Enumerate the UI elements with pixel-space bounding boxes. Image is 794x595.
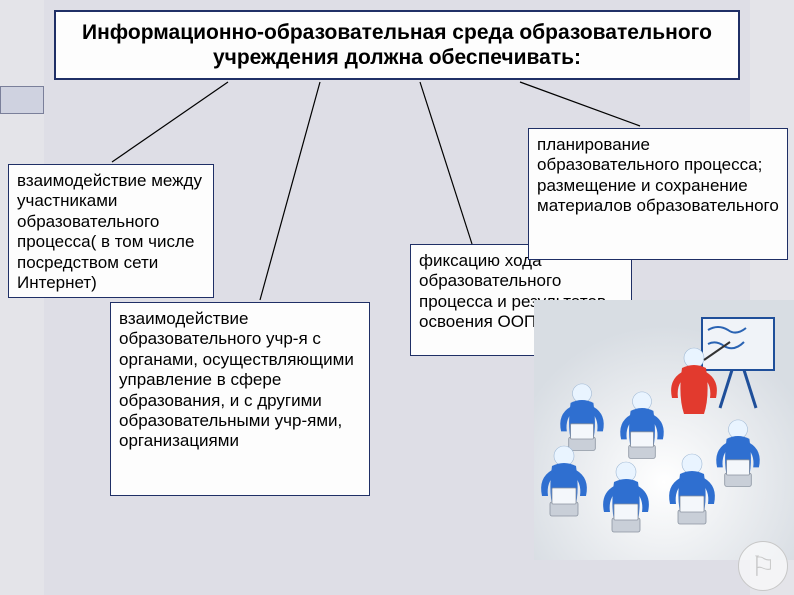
node-text: взаимодействие между участниками образов… bbox=[17, 171, 202, 292]
node-text: взаимодействие образовательного учр-я с … bbox=[119, 309, 354, 450]
node-text: планирование образовательного процесса; … bbox=[537, 135, 779, 215]
title-box: Информационно-образовательная среда обра… bbox=[54, 10, 740, 80]
watermark-icon: ⚐ bbox=[738, 541, 788, 591]
side-tab-decoration bbox=[0, 86, 44, 114]
title-text: Информационно-образовательная среда обра… bbox=[66, 20, 728, 70]
node-planning: планирование образовательного процесса; … bbox=[528, 128, 788, 260]
node-interaction-authorities: взаимодействие образовательного учр-я с … bbox=[110, 302, 370, 496]
slide-stage: Информационно-образовательная среда обра… bbox=[0, 0, 794, 595]
classroom-illustration bbox=[534, 300, 794, 560]
node-interaction-participants: взаимодействие между участниками образов… bbox=[8, 164, 214, 298]
